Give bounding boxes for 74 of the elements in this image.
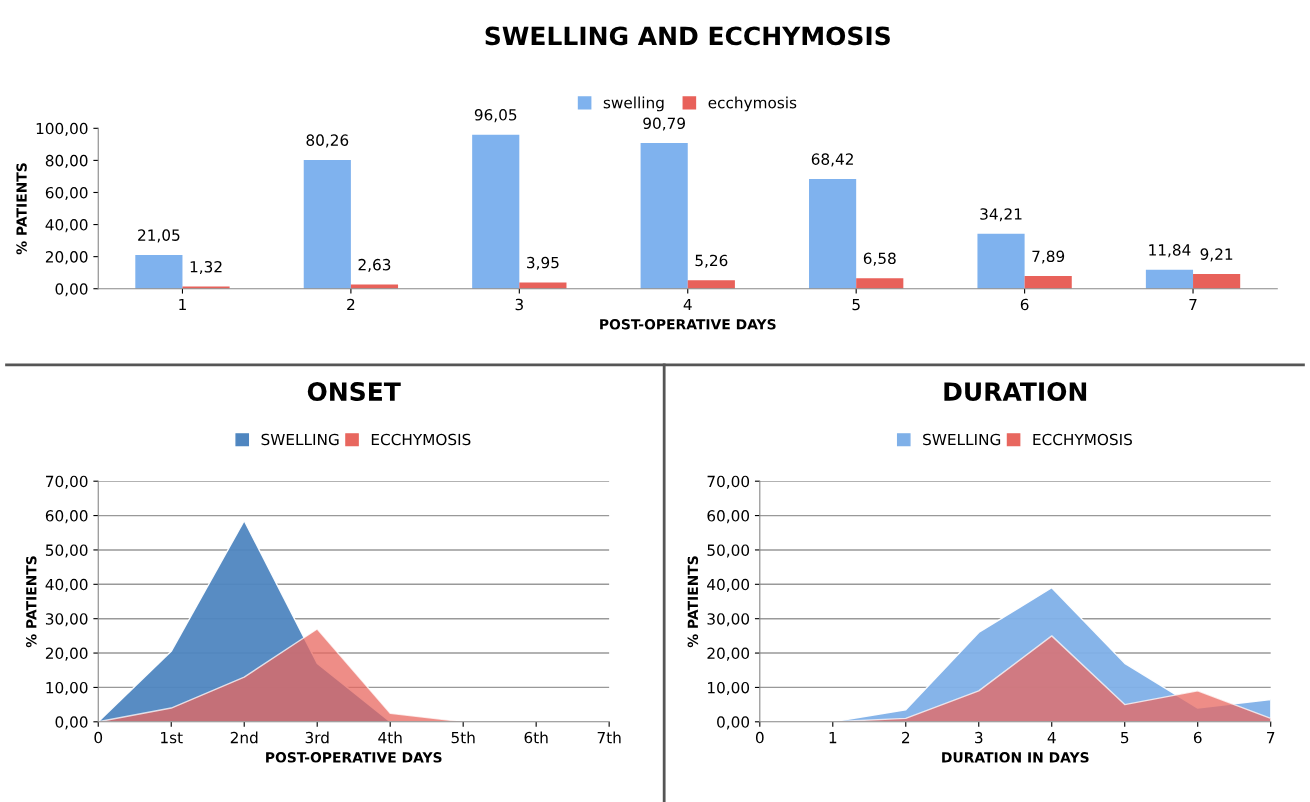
data-label: 34,21 (980, 208, 1022, 222)
y-tick-label: 80,00 (45, 154, 88, 168)
x-tick-label: 7 (1267, 731, 1275, 744)
y-tick-label: 30,00 (707, 613, 750, 627)
data-label: 9,21 (1200, 248, 1233, 262)
x-tick-label: 4 (683, 298, 692, 311)
x-axis-title: POST-OPERATIVE DAYS (600, 319, 776, 330)
data-label: 6,58 (863, 252, 896, 266)
y-axis-title: % PATIENTS (687, 556, 699, 648)
x-tick-label: 6 (1020, 298, 1029, 311)
legend-label: SWELLING (261, 433, 339, 446)
y-tick-label: 20,00 (707, 647, 750, 661)
x-tick-label: 0 (94, 731, 103, 744)
y-tick-label: 50,00 (45, 544, 88, 558)
y-tick-label: 70,00 (707, 475, 750, 489)
x-tick-label: 4th (378, 731, 402, 744)
y-tick-label: 30,00 (45, 613, 88, 627)
data-label: 3,95 (527, 256, 559, 270)
data-label: 11,84 (1149, 244, 1191, 258)
y-axis-title: % PATIENTS (26, 556, 37, 648)
y-tick-label: 60,00 (707, 510, 750, 524)
data-label: 96,05 (474, 109, 517, 123)
x-tick-label: 3 (975, 731, 983, 744)
x-tick-label: 1 (829, 731, 837, 744)
y-tick-label: 0,00 (55, 283, 88, 297)
y-tick-label: 100,00 (36, 122, 88, 136)
x-tick-label: 2 (902, 731, 910, 744)
legend-label: SWELLING (923, 433, 1001, 446)
x-tick-label: 1 (179, 298, 186, 311)
y-axis-title: % PATIENTS (16, 163, 27, 255)
y-tick-label: 40,00 (45, 219, 88, 233)
y-tick-label: 0,00 (55, 716, 88, 730)
x-tick-label: 2nd (230, 731, 258, 744)
x-tick-label: 7 (1189, 298, 1197, 311)
data-label: 21,05 (138, 229, 180, 243)
data-label: 7,89 (1032, 250, 1065, 264)
y-tick-label: 60,00 (45, 186, 88, 201)
legend-label: ecchymosis (708, 96, 797, 112)
legend-label: ECCHYMOSIS (1033, 433, 1132, 446)
chart-title: SWELLING AND ECCHYMOSIS (485, 26, 890, 46)
x-tick-label: 5 (1121, 731, 1129, 744)
y-tick-label: 20,00 (45, 251, 88, 265)
y-tick-label: 0,00 (717, 716, 750, 730)
data-label: 1,32 (190, 260, 222, 275)
x-axis-title: DURATION IN DAYS (942, 752, 1089, 763)
data-label: 90,79 (643, 117, 685, 131)
x-tick-label: 3 (515, 298, 523, 311)
chart-title: ONSET (307, 382, 401, 401)
data-label: 2,63 (358, 258, 391, 272)
x-tick-label: 5th (451, 731, 475, 744)
y-tick-label: 20,00 (45, 647, 88, 661)
data-label: 5,26 (695, 254, 728, 268)
data-label: 80,26 (306, 134, 349, 148)
x-tick-label: 4 (1047, 731, 1056, 744)
x-tick-label: 2 (347, 298, 355, 311)
y-tick-label: 60,00 (45, 510, 88, 524)
chart-title: DURATION (944, 382, 1087, 401)
x-tick-label: 6th (524, 731, 548, 744)
legend-label: ECCHYMOSIS (371, 433, 471, 446)
y-tick-label: 10,00 (708, 681, 750, 696)
y-tick-label: 40,00 (45, 578, 88, 592)
y-tick-label: 10,00 (46, 681, 88, 696)
y-tick-label: 50,00 (707, 544, 750, 558)
x-tick-label: 7th (597, 731, 621, 744)
x-tick-label: 3rd (305, 731, 329, 744)
x-tick-label: 5 (852, 298, 860, 311)
y-tick-label: 70,00 (46, 475, 88, 489)
x-tick-label: 0 (755, 731, 764, 744)
data-label: 68,42 (811, 153, 853, 167)
x-tick-label: 1st (161, 731, 183, 744)
y-tick-label: 40,00 (707, 578, 750, 592)
legend-label: swelling (603, 96, 664, 112)
x-tick-label: 6 (1193, 731, 1202, 744)
x-axis-title: POST-OPERATIVE DAYS (266, 752, 442, 763)
